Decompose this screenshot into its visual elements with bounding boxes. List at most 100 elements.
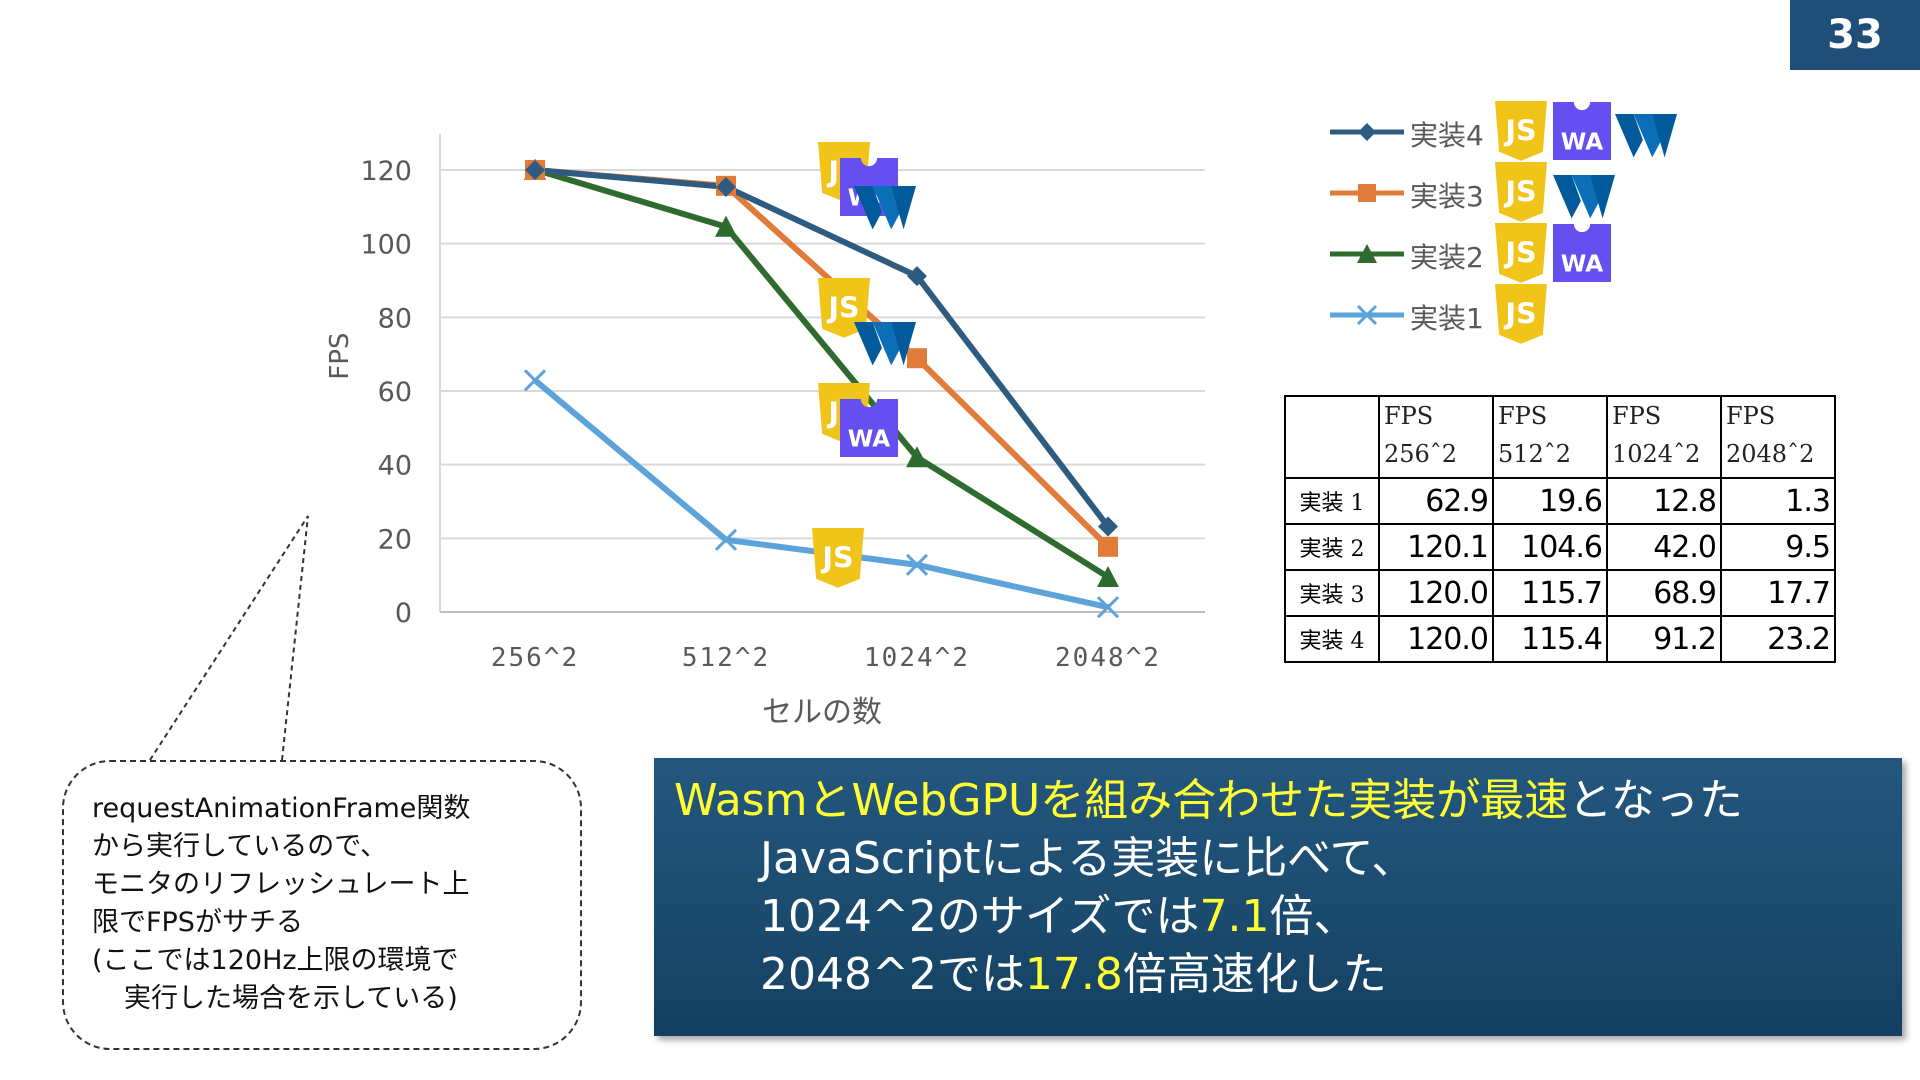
data-point — [1357, 244, 1377, 263]
table-header-cell: FPS 1024ˆ2 — [1606, 395, 1722, 479]
js-icon-text: JS — [1503, 235, 1536, 269]
legend-label: 実装4 — [1410, 119, 1484, 152]
js-icon-shield — [1495, 284, 1547, 344]
js-icon-text: JS — [1503, 296, 1536, 330]
y-tick-label: 20 — [378, 524, 412, 555]
js-icon-text: JS — [820, 540, 853, 574]
js-icon-text: JS — [1503, 174, 1536, 208]
series-line — [534, 167, 1111, 529]
webgpu-icon-part — [872, 322, 901, 366]
data-point — [907, 348, 927, 369]
summary-line-4: 2048^2では17.8倍高速化した — [760, 949, 1387, 1000]
js-icon-text: JS — [826, 290, 859, 324]
data-point — [1358, 123, 1376, 141]
webgpu-icon-part — [1652, 114, 1677, 158]
speedup-2048: 17.8 — [1024, 949, 1123, 1000]
legend-item: 実装1 JS — [1320, 283, 1720, 344]
y-axis-title: FPS — [325, 332, 355, 379]
js-icon: JS — [1495, 162, 1547, 222]
webgpu-icon-part — [854, 322, 882, 366]
table-cell: 42.0 — [1606, 523, 1722, 571]
legend-label: 実装1 — [1410, 302, 1484, 335]
data-point — [907, 266, 927, 287]
table-corner-cell — [1284, 395, 1380, 479]
webgpu-icon-part — [872, 186, 901, 230]
js-icon-text: JS — [1503, 113, 1536, 147]
wasm-icon: WA — [840, 399, 898, 457]
legend-swatch — [1330, 184, 1404, 202]
legend-swatch — [1330, 123, 1404, 141]
wasm-icon: WA — [1553, 102, 1611, 160]
legend-badges: JS WA — [1495, 101, 1677, 161]
data-point — [906, 446, 928, 468]
callout-line: から実行しているので、 — [92, 831, 388, 862]
summary-line-3: 1024^2のサイズでは7.1倍、 — [760, 891, 1358, 942]
data-point — [1358, 184, 1376, 202]
table-cell: 115.4 — [1492, 615, 1608, 663]
table-row: 実装 1 62.9 19.6 12.8 1.3 — [1284, 477, 1836, 525]
data-point — [1098, 516, 1118, 537]
x-tick-label: 1024^2 — [864, 643, 970, 673]
wasm-icon-text: WA — [1561, 129, 1604, 156]
table-row: 実装 3 120.0 115.7 68.9 17.7 — [1284, 569, 1836, 617]
series-line — [534, 167, 1111, 549]
data-point — [525, 160, 545, 180]
table-row-label: 実装 3 — [1284, 569, 1380, 617]
legend-badges: JS — [1495, 284, 1547, 344]
wasm-icon-text: WA — [1561, 251, 1604, 278]
js-icon-shield — [1495, 162, 1547, 222]
js-icon: JS — [1495, 101, 1547, 161]
legend-label: 実装3 — [1410, 180, 1484, 213]
data-point-stroke — [1096, 596, 1120, 619]
data-point — [1356, 304, 1378, 326]
table-cell: 9.5 — [1720, 523, 1836, 571]
table-header-cell: FPS 2048ˆ2 — [1720, 395, 1836, 479]
data-point-stroke — [1356, 304, 1378, 326]
y-tick-label: 40 — [378, 451, 412, 482]
table-cell: 1.3 — [1720, 477, 1836, 525]
y-tick-label: 80 — [378, 303, 412, 334]
webgpu-icon-part — [1633, 114, 1662, 158]
webgpu-icon-part — [891, 186, 916, 230]
wasm-icon-shape — [840, 399, 898, 457]
table-cell: 19.6 — [1492, 477, 1608, 525]
callout-note: requestAnimationFrame関数 から実行しているので、 モニタの… — [62, 760, 582, 1050]
summary-line-2: JavaScriptによる実装に比べて、 — [760, 833, 1416, 884]
data-point — [1098, 536, 1118, 557]
table-cell: 62.9 — [1378, 477, 1494, 525]
data-point — [523, 369, 547, 392]
data-point — [1097, 566, 1119, 588]
callout-line: モニタのリフレッシュレート上 — [92, 869, 470, 900]
y-tick-label: 100 — [360, 230, 412, 261]
js-icon: JS — [1495, 284, 1547, 344]
table-cell: 17.7 — [1720, 569, 1836, 617]
table-cell: 120.0 — [1378, 569, 1494, 617]
callout-line: 実行した場合を示している) — [124, 983, 458, 1014]
data-point — [905, 553, 929, 576]
table-header-cell: FPS 256ˆ2 — [1378, 395, 1494, 479]
table-row-label: 実装 1 — [1284, 477, 1380, 525]
table-cell: 23.2 — [1720, 615, 1836, 663]
table-cell: 120.1 — [1378, 523, 1494, 571]
speedup-1024: 7.1 — [1199, 891, 1270, 942]
table-cell: 104.6 — [1492, 523, 1608, 571]
callout-line: (ここでは120Hz上限の環境で — [92, 945, 459, 976]
series-badge-group: JS — [818, 278, 916, 366]
webgpu-icon — [1553, 175, 1615, 219]
js-icon-shield — [812, 528, 864, 588]
legend-swatch — [1330, 244, 1404, 263]
summary-line-1: WasmとWebGPUを組み合わせた実装が最速となった — [674, 775, 1743, 826]
data-point-stroke — [714, 528, 738, 551]
data-point — [714, 528, 738, 551]
webgpu-icon-part — [1553, 175, 1581, 219]
data-point-stroke — [523, 369, 547, 392]
webgpu-icon-part — [1615, 114, 1643, 158]
table-row: 実装 2 120.1 104.6 42.0 9.5 — [1284, 523, 1836, 571]
data-point — [715, 215, 737, 237]
x-tick-label: 2048^2 — [1055, 643, 1161, 673]
js-icon: JS — [812, 528, 864, 588]
y-tick-label: 120 — [360, 156, 412, 187]
webgpu-icon-part — [891, 322, 916, 366]
